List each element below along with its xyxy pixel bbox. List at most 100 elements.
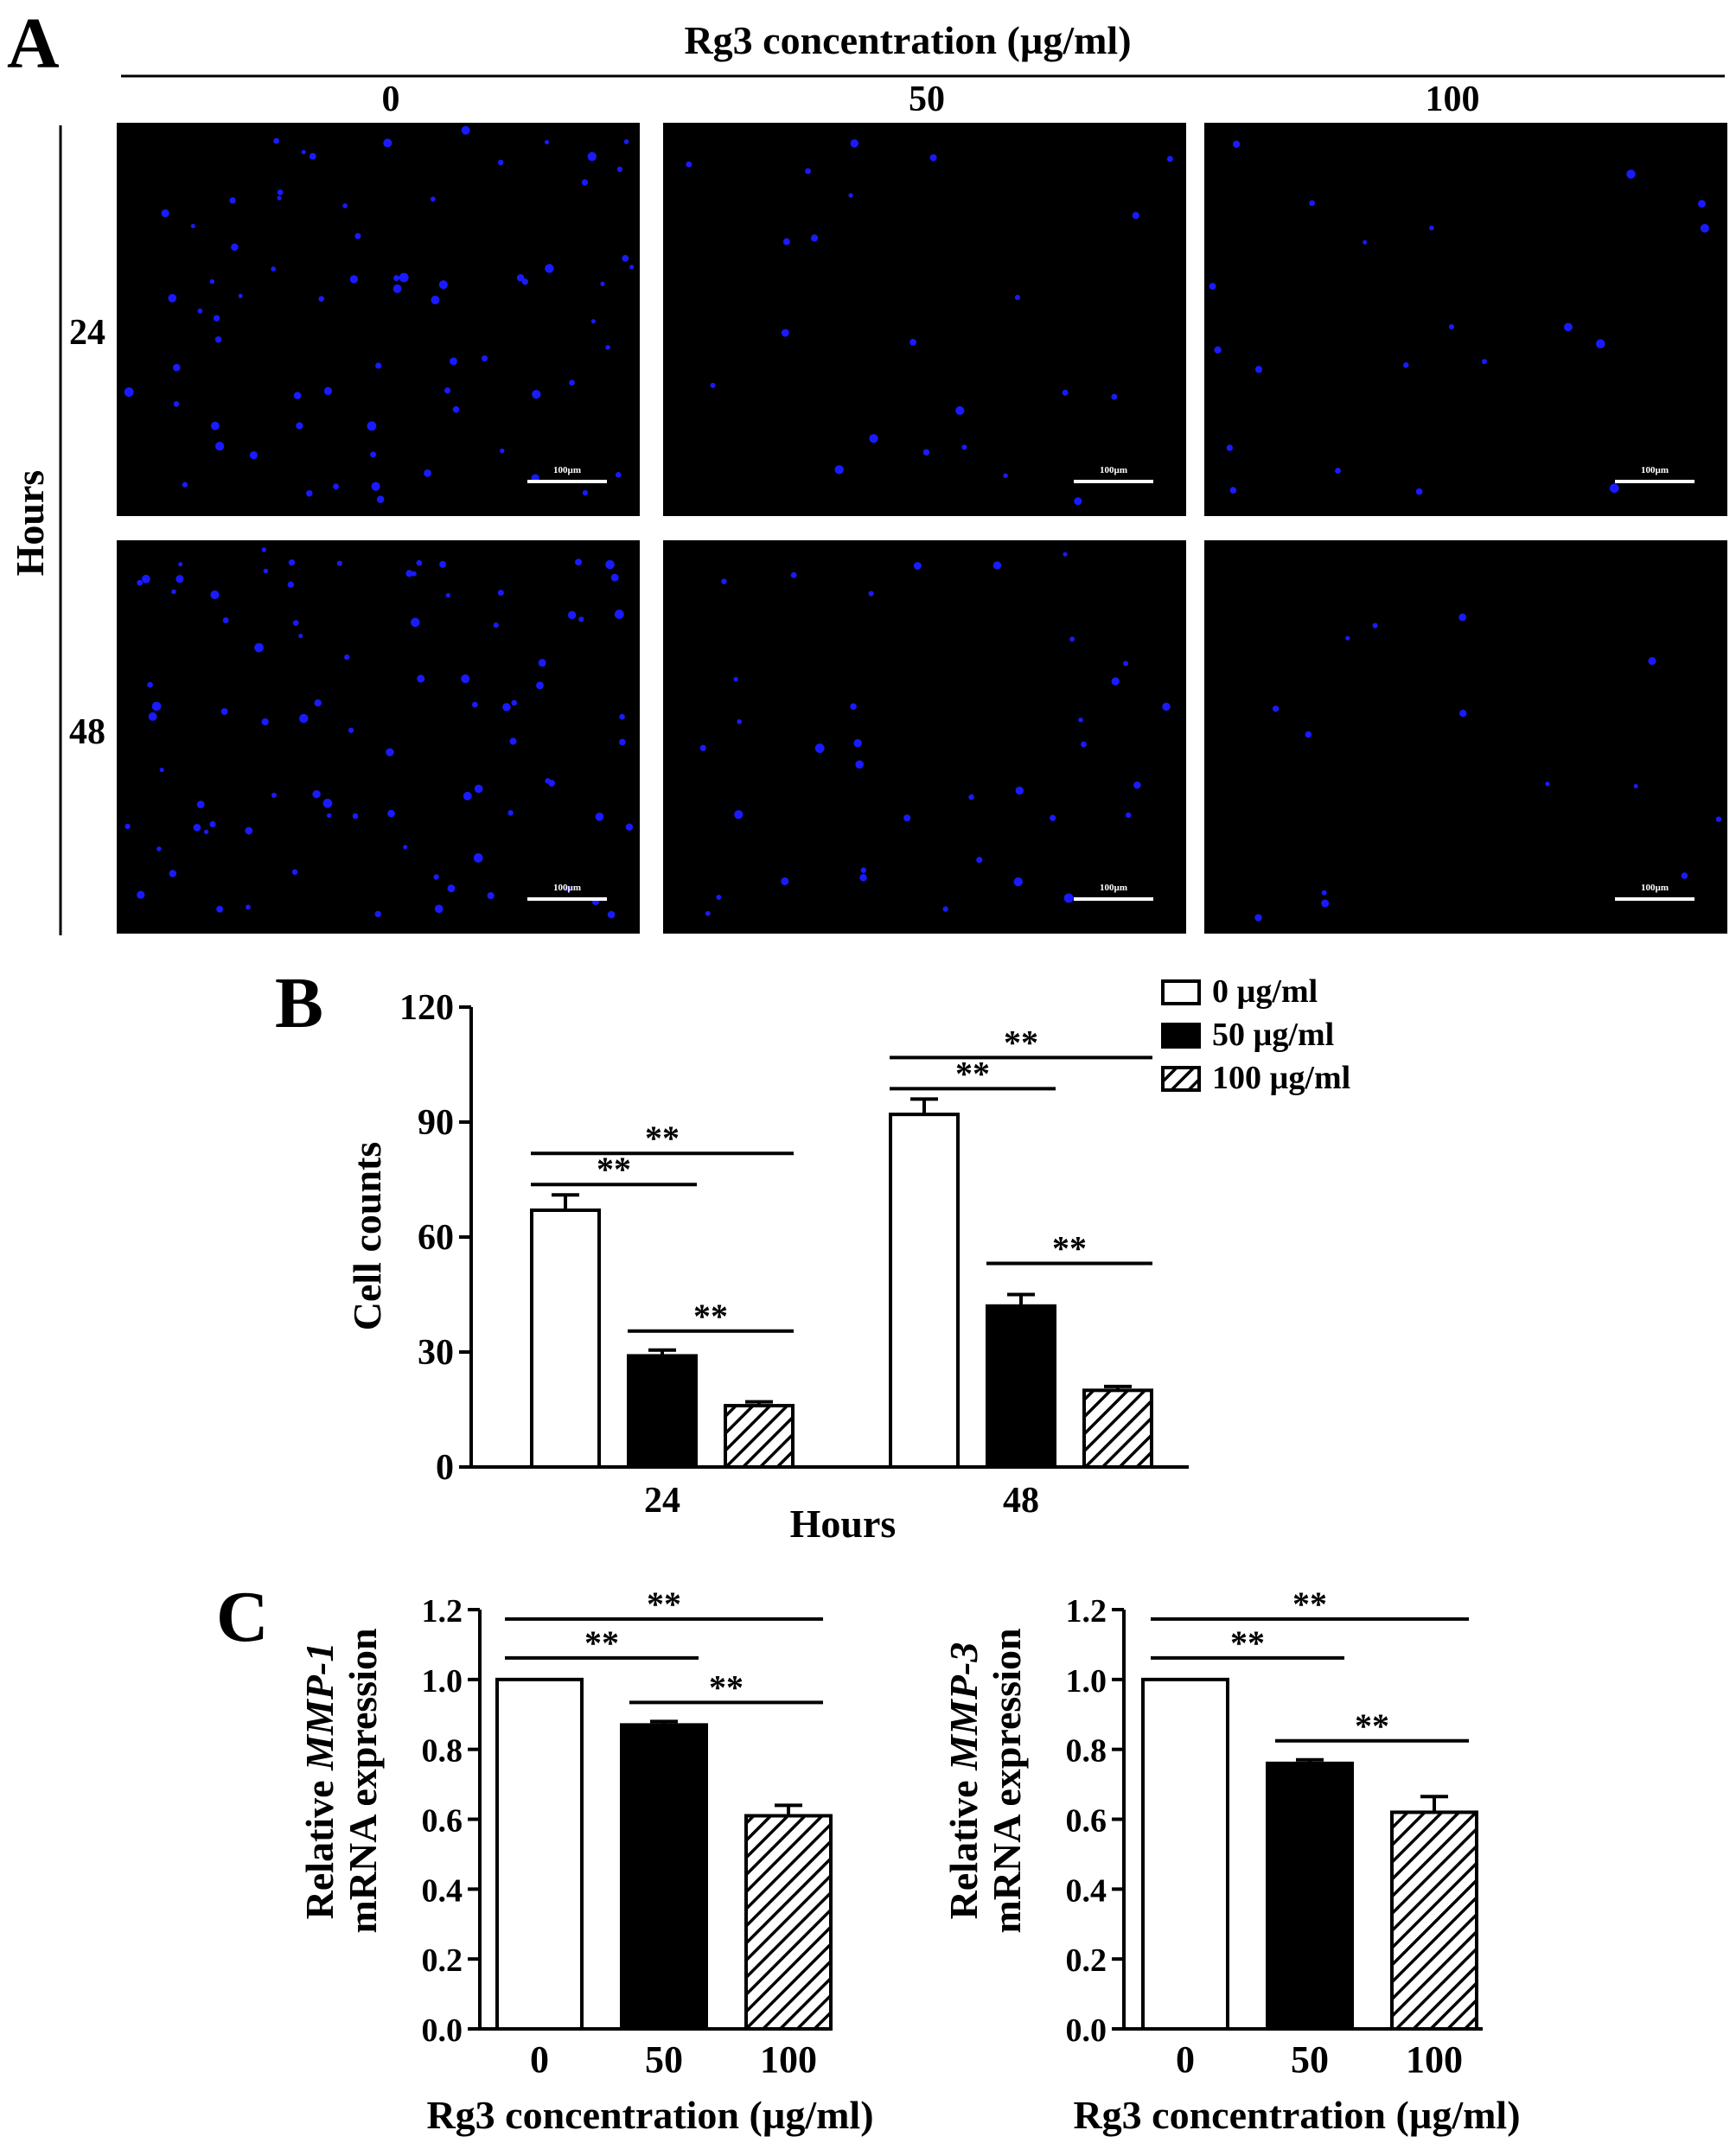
chart-c-mmp1: 0.0 0.2 0.4 0.6 0.8 1.0 1.2 0 50 100 ** ** ** Rg3 con…: [297, 1585, 874, 2137]
nucleus: [1078, 718, 1083, 723]
nucleus: [430, 196, 436, 202]
nucleus: [314, 698, 322, 707]
significance-label: **: [645, 1119, 680, 1158]
nucleus: [834, 465, 844, 475]
nucleus: [734, 810, 744, 820]
bar-100: [744, 1814, 833, 2031]
nucleus: [249, 450, 258, 460]
row-label-24: 24: [69, 313, 105, 353]
nucleus: [814, 743, 825, 754]
nucleus: [298, 634, 303, 639]
nucleus: [450, 357, 457, 366]
x-tick-label: 0: [530, 2038, 549, 2081]
y-tick-label: 0.4: [1066, 1872, 1107, 1909]
nucleus: [992, 561, 1002, 570]
nucleus: [254, 642, 264, 653]
nucleus: [417, 674, 425, 683]
nucleus: [600, 281, 605, 286]
nucleus: [790, 571, 797, 578]
nucleus: [348, 727, 354, 733]
scale-bar: [1615, 480, 1695, 483]
y-tick-label: 1.0: [1066, 1663, 1107, 1700]
nucleus: [273, 137, 280, 144]
nucleus: [614, 609, 624, 619]
significance-label: **: [693, 1297, 728, 1336]
nucleus: [1003, 473, 1008, 478]
column-label-0: 0: [382, 80, 400, 119]
nucleus: [544, 139, 550, 145]
nucleus: [625, 823, 634, 831]
nucleus: [171, 589, 176, 595]
x-axis-title: Hours: [790, 1502, 897, 1546]
row-axis-label: Hours: [8, 470, 52, 577]
nucleus: [375, 362, 382, 369]
nucleus: [605, 345, 610, 350]
nucleus: [431, 295, 440, 305]
x-tick-label: 100: [760, 2038, 817, 2081]
x-axis-title: Rg3 concentration (µg/ml): [426, 2093, 873, 2137]
significance-label: **: [1052, 1229, 1087, 1268]
nucleus: [161, 209, 169, 218]
nucleus: [137, 579, 144, 586]
nucleus: [605, 559, 615, 570]
nucleus: [291, 869, 298, 876]
nucleus: [623, 139, 629, 144]
nucleus: [168, 294, 177, 303]
y-axis-title: Cell counts: [345, 1142, 389, 1331]
nucleus: [124, 823, 131, 830]
x-tick-label: 0: [1176, 2038, 1195, 2081]
nucleus: [387, 809, 395, 818]
nucleus: [497, 590, 504, 596]
nucleus: [190, 223, 195, 229]
nucleus: [968, 794, 974, 800]
nucleus: [374, 910, 381, 918]
nucleus: [293, 392, 302, 399]
scale-bar: [1074, 480, 1153, 483]
nucleus: [733, 677, 738, 682]
nucleus: [151, 701, 162, 711]
nucleus: [909, 338, 916, 346]
bar-48h-series-0: [889, 1113, 960, 1469]
nucleus: [193, 823, 201, 832]
nucleus: [487, 891, 495, 900]
nucleus: [326, 813, 332, 819]
y-tick-label: 0.0: [422, 2012, 463, 2049]
bar-0: [1141, 1677, 1229, 2031]
nucleus: [342, 203, 348, 208]
nucleus: [156, 846, 162, 851]
nucleus: [1648, 657, 1656, 666]
nucleus: [322, 798, 333, 808]
bar-24h-series-0: [530, 1208, 601, 1469]
nucleus: [1062, 389, 1069, 396]
x-axis-title: Rg3 concentration (µg/ml): [1073, 2093, 1520, 2137]
nucleus: [869, 434, 878, 443]
legend-swatch-2: [1161, 1066, 1201, 1092]
nucleus: [721, 578, 727, 584]
y-axis-title-line2: mRNA expression: [985, 1628, 1029, 1933]
nucleus: [859, 873, 867, 882]
nucleus: [169, 870, 177, 877]
nucleus: [850, 139, 859, 148]
nucleus: [961, 444, 967, 450]
nucleus: [1609, 483, 1619, 494]
nucleus: [399, 272, 409, 283]
nucleus: [516, 274, 525, 282]
micrograph-48h-100: 100µm: [1204, 540, 1727, 934]
micrograph-background: [1204, 540, 1727, 934]
nucleus: [1074, 497, 1082, 506]
nucleus: [619, 713, 625, 720]
panel-label-a: A: [7, 3, 60, 84]
nucleus: [595, 813, 604, 821]
bar-0: [495, 1677, 584, 2031]
bar-48h-series-2: [1082, 1388, 1153, 1470]
nucleus: [1132, 212, 1139, 220]
nucleus: [615, 471, 622, 478]
nucleus: [1254, 914, 1262, 922]
nucleus: [210, 590, 220, 600]
nucleus: [271, 266, 277, 272]
nucleus: [287, 581, 295, 589]
significance-label: **: [647, 1585, 681, 1623]
nucleus: [521, 278, 529, 285]
nucleus: [178, 562, 183, 567]
